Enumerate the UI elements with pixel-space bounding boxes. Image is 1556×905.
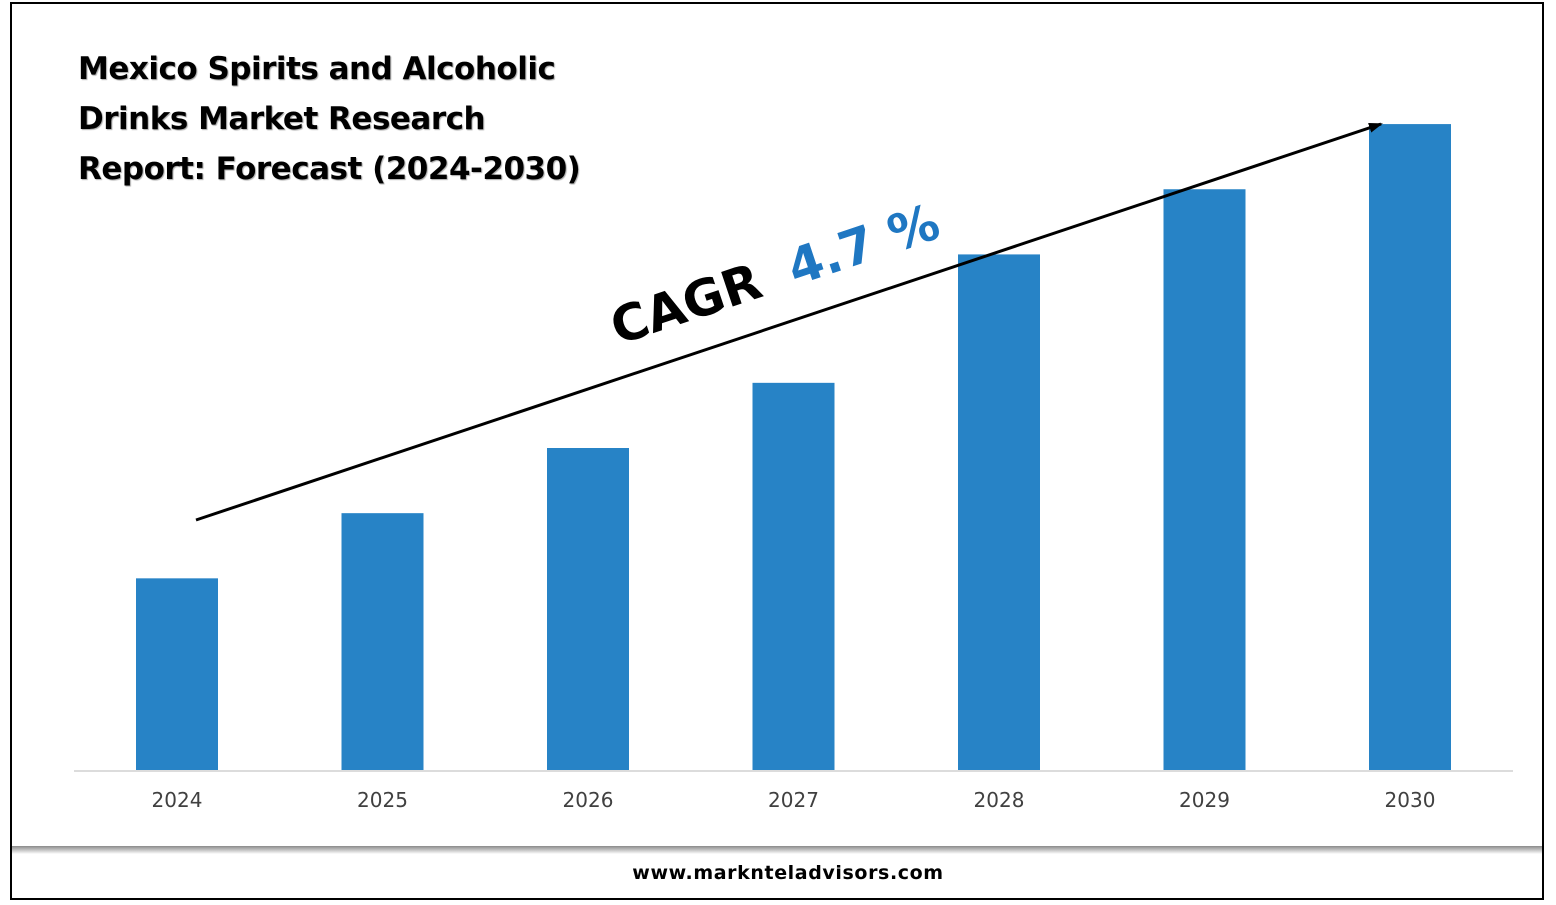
x-tick-label-2030: 2030: [1385, 788, 1436, 812]
footer-url[interactable]: www.marknteladvisors.com: [632, 862, 944, 884]
x-tick-label-2026: 2026: [563, 788, 614, 812]
x-tick-label-2024: 2024: [152, 788, 203, 812]
bar-2030: [1369, 124, 1451, 771]
bar-2028: [958, 254, 1040, 770]
title-line-2: Drinks Market Research: [78, 101, 486, 137]
title-line-3: Report: Forecast (2024-2030): [78, 151, 581, 187]
x-tick-label-2027: 2027: [768, 788, 819, 812]
x-tick-label-2028: 2028: [974, 788, 1025, 812]
bars-group: [136, 124, 1451, 771]
bar-2025: [341, 513, 424, 770]
bar-2027: [752, 382, 835, 770]
bar-2029: [1163, 189, 1246, 770]
footer-separator: [12, 846, 1542, 854]
x-tick-label-2029: 2029: [1179, 788, 1230, 812]
cagr-value: 4.7 %: [780, 193, 946, 298]
x-tick-label-2025: 2025: [357, 788, 408, 812]
x-tick-labels: 2024 2025 2026 2027 2028 2029 2030: [152, 788, 1436, 812]
bar-2024: [136, 578, 218, 770]
trend-arrow: [195, 122, 1383, 522]
bar-2026: [547, 448, 629, 770]
cagr-label: CAGR: [603, 252, 768, 356]
cagr-annotation: CAGR 4.7 %: [603, 193, 946, 357]
chart-title: Mexico Spirits and Alcoholic Drinks Mark…: [78, 44, 638, 194]
title-line-1: Mexico Spirits and Alcoholic: [78, 51, 556, 87]
